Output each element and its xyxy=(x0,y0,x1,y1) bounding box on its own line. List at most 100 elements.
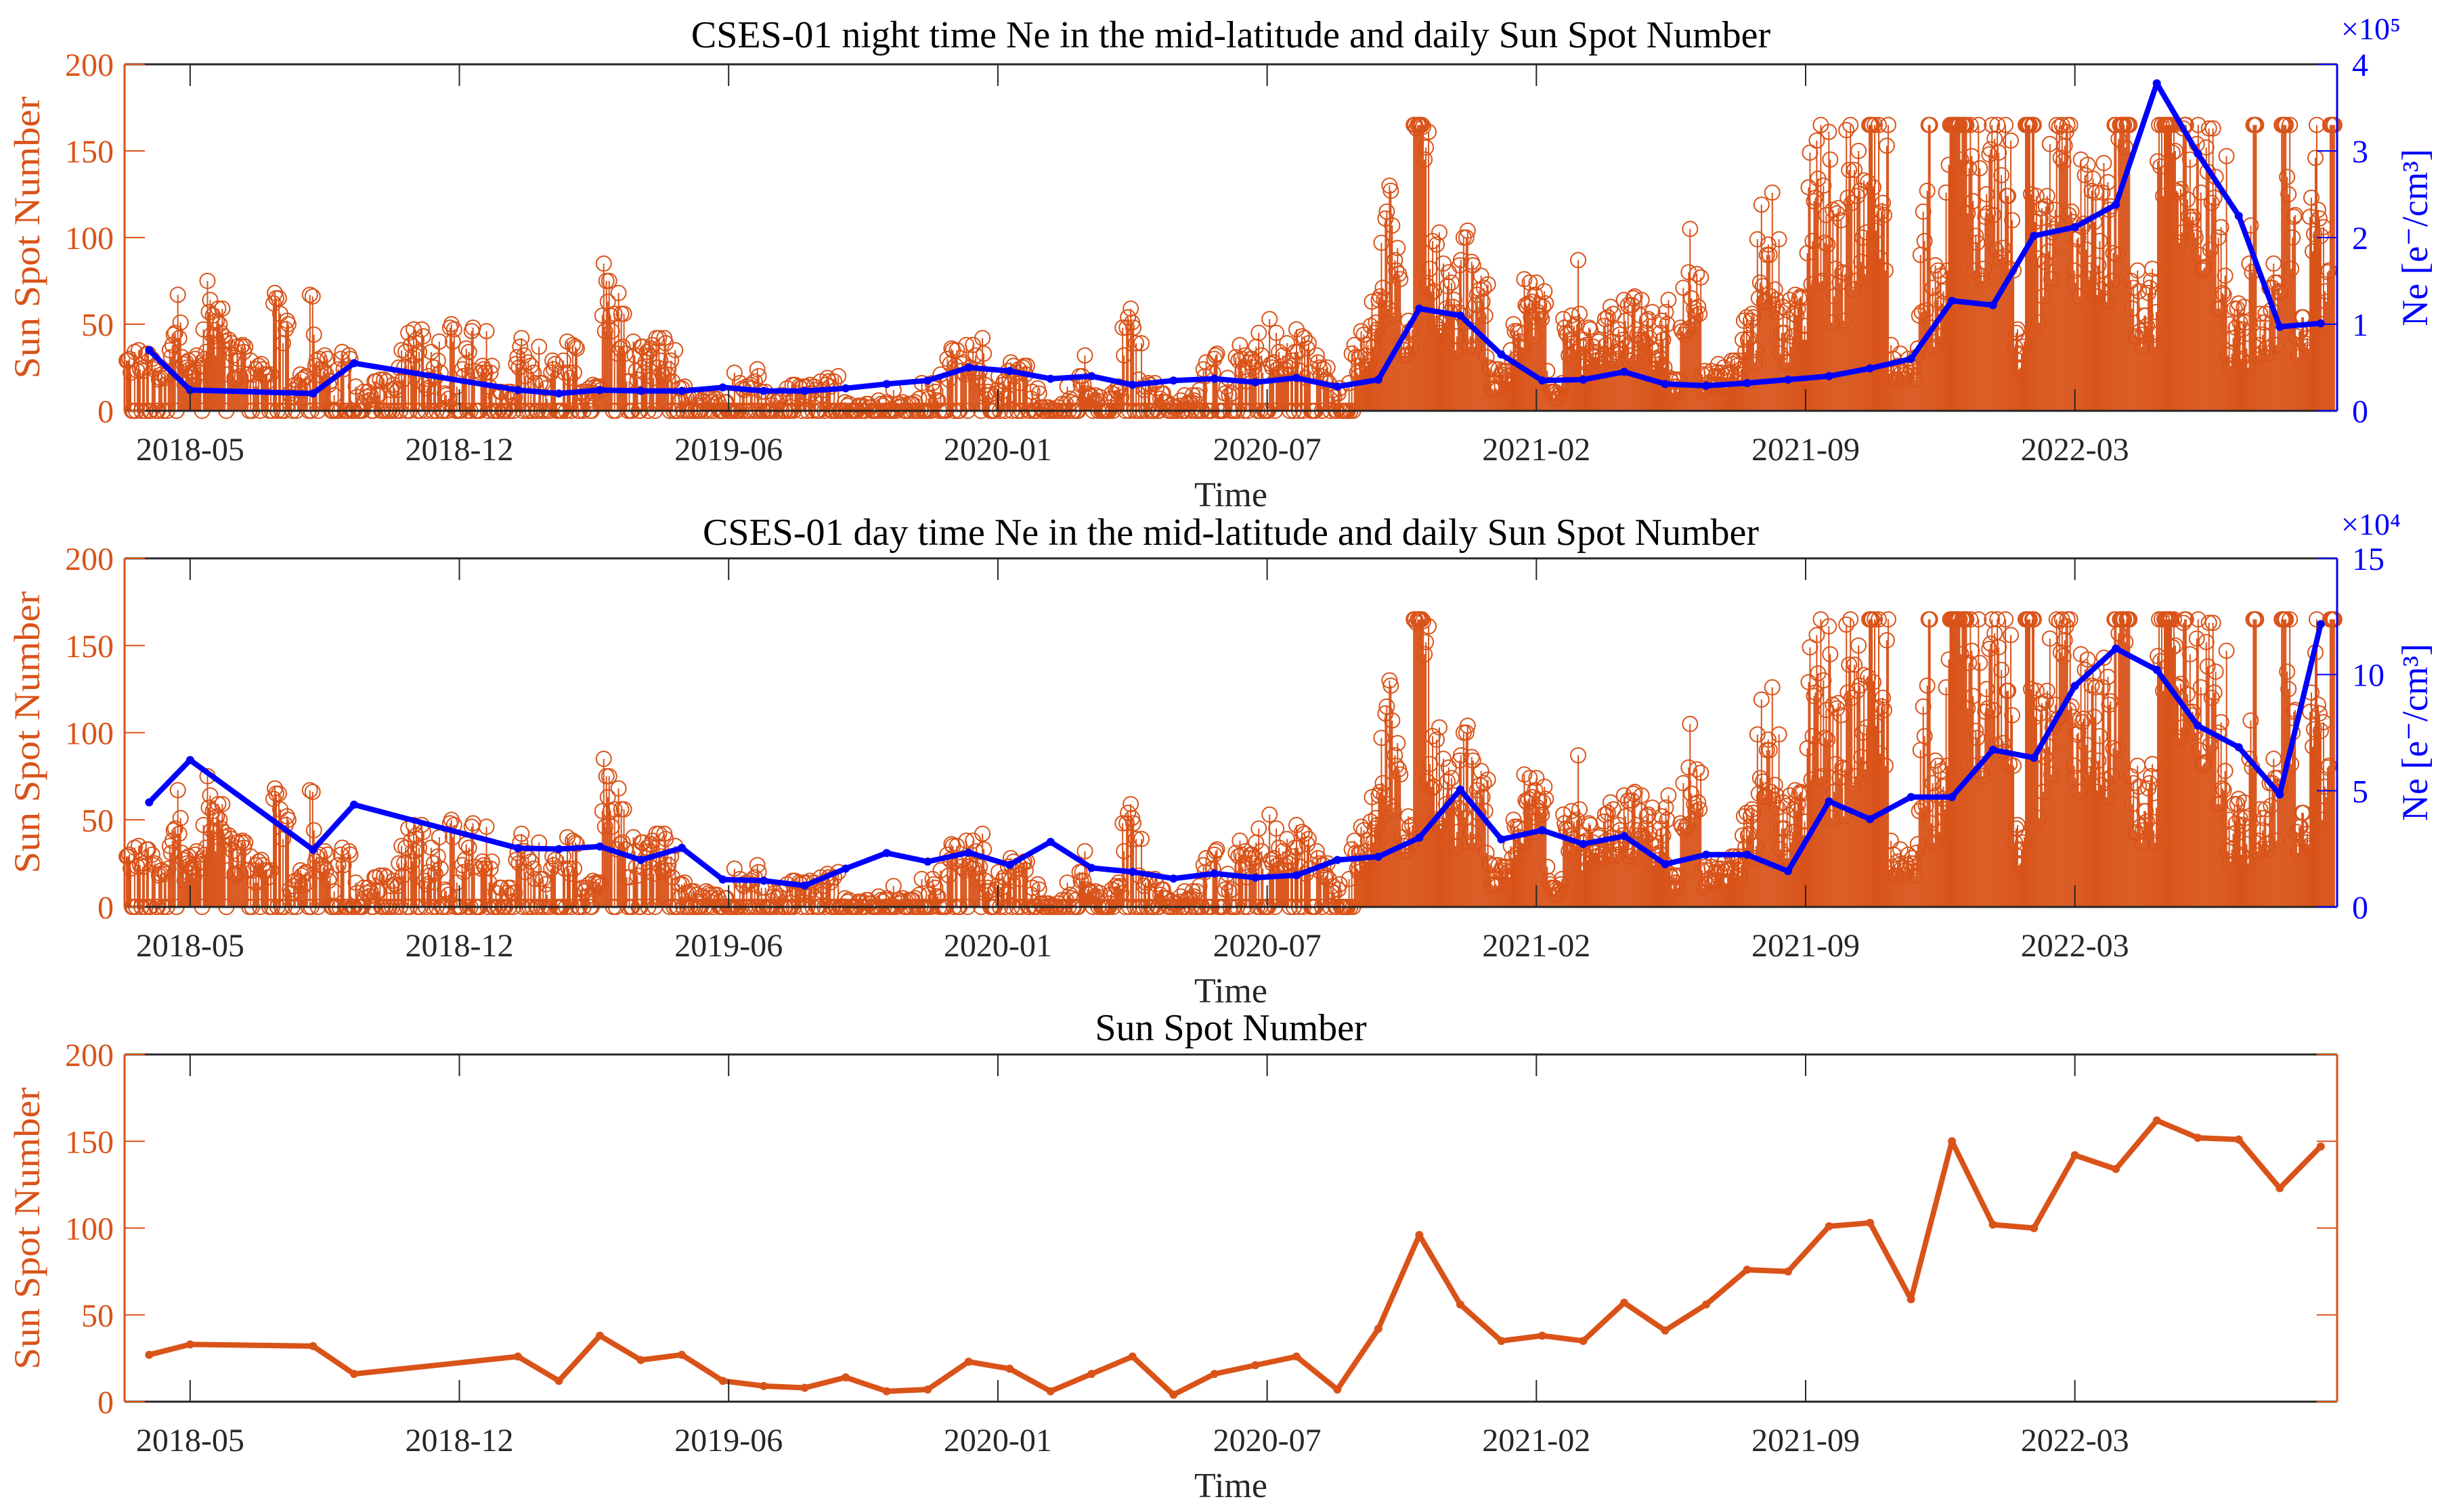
ssn-stem-marker xyxy=(1154,385,1171,402)
ssn-stem-marker xyxy=(2284,229,2301,246)
ssn-stem-marker xyxy=(1289,343,1306,360)
ssn-stem-marker xyxy=(1850,143,1867,159)
ssn-stem-marker xyxy=(1689,265,1705,282)
ssn-stem-marker xyxy=(1418,139,1435,156)
ssn-stem-marker xyxy=(958,832,975,849)
ssn-stem-marker xyxy=(1808,132,1825,149)
y-tick-label-right: 3 xyxy=(2352,134,2368,170)
ssn-stem-marker xyxy=(1997,116,2014,133)
ssn-stem-marker xyxy=(1479,276,1496,293)
ne-point xyxy=(1538,376,1546,385)
ssn-stem-marker xyxy=(2121,116,2138,133)
ssn-stem-marker xyxy=(1289,839,1306,856)
ssn-stem-marker xyxy=(130,837,147,854)
ssn-stem-marker xyxy=(211,811,228,828)
ssn-stem-marker xyxy=(565,860,582,877)
ssn-stem-marker xyxy=(506,885,523,902)
ssn-stem-marker xyxy=(214,796,231,813)
ssn-stem-marker xyxy=(1648,351,1665,368)
ssn-stem-marker xyxy=(1296,825,1313,842)
ssn-stem-marker xyxy=(2278,116,2294,133)
ssn-stem-marker xyxy=(927,383,944,400)
ssn-stem-marker xyxy=(280,811,297,828)
ssn-stem-marker xyxy=(411,839,428,856)
ssn-stem-marker xyxy=(567,338,584,355)
ssn-stem-marker xyxy=(1024,383,1041,400)
ssn-stem-marker xyxy=(391,855,408,872)
ssn-stem-marker xyxy=(1536,283,1553,300)
ssn-stem-marker xyxy=(2025,116,2042,133)
ssn-stem-marker xyxy=(1870,116,1887,133)
ne-point xyxy=(1415,304,1424,313)
ssn-stem-marker xyxy=(1076,347,1093,364)
ssn-stem-marker xyxy=(1802,144,1818,161)
ssn-stem-marker xyxy=(1839,190,1856,206)
ne-point xyxy=(1005,367,1014,376)
ssn-stem-marker xyxy=(1244,351,1261,368)
ssn-stem-marker xyxy=(1624,792,1640,809)
ssn-stem-marker xyxy=(1392,271,1409,288)
ssn-stem-marker xyxy=(237,834,254,851)
ne-point xyxy=(1210,374,1219,383)
ssn-stem-marker xyxy=(2005,262,2022,279)
ssn-stem-marker xyxy=(1527,782,1544,799)
ssn-stem-marker xyxy=(1125,319,1142,336)
ssn-stem-marker xyxy=(1570,747,1587,763)
ssn-stem-marker xyxy=(1656,359,1673,376)
y-axis-exponent: ×10⁴ xyxy=(2341,507,2401,541)
ssn-stem-marker xyxy=(429,352,446,369)
ssn-stem-marker xyxy=(1865,179,1882,196)
ssn-stem-marker xyxy=(1874,194,1891,211)
ssn-stem-marker xyxy=(1331,380,1348,397)
ssn-stem-marker xyxy=(1123,796,1139,813)
ne-point xyxy=(1743,379,1751,388)
ssn-stem-marker xyxy=(1385,803,1402,820)
ssn-stem-marker xyxy=(167,820,183,837)
ssn-stem-marker xyxy=(1372,288,1389,305)
ssn-stem-marker xyxy=(237,338,254,355)
ssn-stem-marker xyxy=(1475,775,1492,792)
ssn-stem-marker xyxy=(1278,366,1294,383)
ssn-stem-marker xyxy=(663,352,680,369)
ssn-stem-marker xyxy=(280,316,297,332)
y-axis-label-right: Ne [e⁻/cm³] xyxy=(2395,149,2435,326)
ssn-stem-marker xyxy=(1382,677,1399,694)
ne-point xyxy=(1825,372,1833,380)
ssn-stem-marker xyxy=(2279,169,2296,185)
ssn-stem-marker xyxy=(1470,804,1487,821)
ne-point xyxy=(718,383,727,392)
ne-point xyxy=(1784,375,1793,384)
ssn-stem-marker xyxy=(974,825,991,842)
ssn-stem-marker xyxy=(2063,203,2080,220)
ne-point xyxy=(1579,375,1588,384)
ssn-stem-marker xyxy=(342,846,359,863)
ssn-stem-marker xyxy=(749,361,766,378)
ssn-stem-marker xyxy=(2137,307,2154,324)
ssn-stem-marker xyxy=(1284,848,1301,865)
ssn-stem-marker xyxy=(568,340,585,357)
ssn-stem-marker xyxy=(509,349,526,365)
ssn-stem-marker xyxy=(1657,304,1674,321)
ssn-stem-marker xyxy=(1764,184,1781,201)
ne-point xyxy=(923,376,932,385)
ssn-stem-marker xyxy=(169,286,186,303)
ssn-stem-marker xyxy=(1308,347,1325,364)
ssn-stem-marker xyxy=(1655,332,1672,349)
ssn-stem-marker xyxy=(2231,314,2248,331)
ne-point xyxy=(2152,79,2161,88)
ssn-stem-marker xyxy=(1571,801,1588,818)
ssn-stem-marker xyxy=(1571,305,1588,322)
ssn-stem-marker xyxy=(210,300,227,317)
ssn-stem-marker xyxy=(1873,203,1890,220)
ssn-stem-marker xyxy=(2312,227,2329,244)
ssn-stem-marker xyxy=(1120,309,1137,326)
ssn-stem-marker xyxy=(1819,236,1836,253)
ssn-stem-marker xyxy=(1017,862,1034,879)
ssn-stem-marker xyxy=(1953,151,1969,168)
ssn-stem-marker xyxy=(234,832,251,849)
ssn-stem-marker xyxy=(1875,206,1892,223)
ssn-stem-marker xyxy=(1965,193,1982,210)
ssn-stem-marker xyxy=(1877,262,1894,279)
ssn-stem-marker xyxy=(2307,150,2324,166)
